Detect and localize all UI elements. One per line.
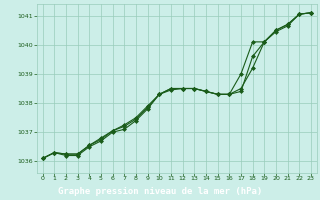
Text: Graphe pression niveau de la mer (hPa): Graphe pression niveau de la mer (hPa)	[58, 186, 262, 196]
